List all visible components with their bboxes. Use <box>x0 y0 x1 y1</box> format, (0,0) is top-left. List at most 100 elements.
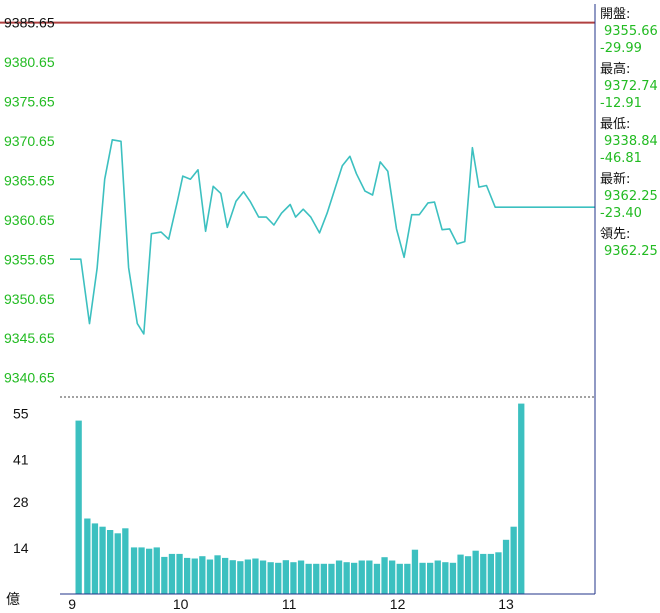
price-tick-label: 9370.65 <box>4 133 55 149</box>
volume-bar <box>389 560 396 594</box>
quote-block: 最高: 9372.74 -12.91 <box>600 61 658 112</box>
volume-bar <box>396 563 403 594</box>
volume-bar <box>122 528 129 594</box>
volume-bar <box>313 563 320 594</box>
volume-bar <box>320 563 327 594</box>
labels-layer: 9385.65 9380.65 9375.65 9370.65 9365.65 9360.… <box>4 15 514 612</box>
volume-bar <box>237 561 244 594</box>
quote-block: 最低: 9338.84 -46.81 <box>600 116 658 167</box>
quote-block: 領先: 9362.25 <box>600 226 658 260</box>
quote-value: 9372.74 <box>604 79 658 94</box>
volume-bar <box>457 554 464 594</box>
volume-bar <box>114 533 121 594</box>
volume-bar <box>176 553 183 594</box>
volume-bar <box>130 547 138 594</box>
volume-bar <box>199 556 206 594</box>
price-tick-label: 9385.65 <box>4 15 55 31</box>
volume-bar <box>419 562 426 594</box>
volume-bar <box>84 518 91 594</box>
volume-bar <box>381 557 388 594</box>
volume-bar <box>290 562 297 594</box>
volume-bar <box>153 547 160 594</box>
volume-bar <box>252 558 259 594</box>
volume-bar <box>138 547 145 594</box>
price-tick-label: 9375.65 <box>4 94 55 110</box>
volume-bar <box>442 562 449 594</box>
quote-change: -29.99 <box>600 41 642 56</box>
quote-change: -23.40 <box>600 206 642 221</box>
volume-bar <box>449 562 457 594</box>
volume-bar <box>206 559 214 594</box>
price-tick-label: 9355.65 <box>4 251 55 267</box>
volume-bar <box>510 526 517 594</box>
price-line <box>70 139 595 335</box>
price-tick-label: 9340.65 <box>4 370 55 386</box>
quote-value: 9362.25 <box>604 189 658 204</box>
volume-bar <box>229 560 236 594</box>
volume-bar <box>358 560 365 594</box>
time-tick-label: 9 <box>68 596 76 612</box>
volume-bar <box>351 562 358 594</box>
quote-value: 9338.84 <box>604 134 658 149</box>
volume-bar <box>91 523 99 594</box>
volume-tick-label: 41 <box>13 451 29 467</box>
volume-bar <box>328 563 335 594</box>
time-tick-label: 13 <box>498 596 514 612</box>
quote-label: 最高: <box>600 62 631 77</box>
volume-bar <box>335 560 343 594</box>
price-line-layer <box>0 21 595 335</box>
volume-bar <box>495 552 502 594</box>
volume-bar <box>366 560 373 594</box>
volume-bar <box>222 557 229 594</box>
volume-bar <box>427 562 434 594</box>
volume-bar <box>464 556 472 594</box>
volume-bar <box>267 562 274 594</box>
price-tick-label: 9350.65 <box>4 291 55 307</box>
volume-bar <box>75 420 82 594</box>
volume-bars-layer <box>75 403 525 594</box>
volume-bar <box>411 549 419 594</box>
volume-bar <box>518 403 525 594</box>
time-tick-label: 12 <box>390 596 406 612</box>
volume-bar <box>214 555 221 594</box>
price-tick-label: 9365.65 <box>4 172 55 188</box>
volume-bar <box>99 526 106 594</box>
quote-value: 9362.25 <box>604 244 658 259</box>
volume-bar <box>343 562 350 594</box>
volume-bar <box>244 559 251 594</box>
volume-bar <box>161 556 168 594</box>
volume-unit-label: 億 <box>6 591 20 607</box>
quote-change: -12.91 <box>600 96 642 111</box>
price-tick-label: 9380.65 <box>4 54 55 70</box>
time-tick-label: 11 <box>282 596 297 612</box>
volume-bar <box>480 553 487 594</box>
volume-bar <box>168 553 176 594</box>
quote-change: -46.81 <box>600 151 642 166</box>
volume-bar <box>373 563 381 594</box>
volume-bar <box>282 560 289 594</box>
volume-tick-label: 14 <box>13 540 29 556</box>
quote-label: 最低: <box>600 117 631 132</box>
volume-bar <box>472 550 479 594</box>
volume-bar <box>404 563 411 594</box>
quote-label: 開盤: <box>600 7 631 22</box>
price-tick-label: 9360.65 <box>4 212 55 228</box>
quote-block: 開盤: 9355.66 -29.99 <box>600 6 658 57</box>
volume-bar <box>275 562 282 594</box>
volume-bar <box>297 560 305 594</box>
quote-side-panel: 開盤: 9355.66 -29.99 最高: 9372.74 -12.91 最低: 9338.… <box>600 6 658 264</box>
quote-value: 9355.66 <box>604 24 658 39</box>
axes-layer <box>60 4 596 595</box>
price-tick-label: 9345.65 <box>4 330 55 346</box>
volume-bar <box>184 557 191 594</box>
volume-bar <box>107 530 114 594</box>
volume-bar <box>305 563 312 594</box>
volume-tick-label: 55 <box>13 405 29 421</box>
quote-block: 最新: 9362.25 -23.40 <box>600 171 658 222</box>
volume-bar <box>146 548 153 594</box>
volume-bar <box>502 539 510 594</box>
volume-bar <box>191 558 198 594</box>
volume-bar <box>487 553 494 594</box>
